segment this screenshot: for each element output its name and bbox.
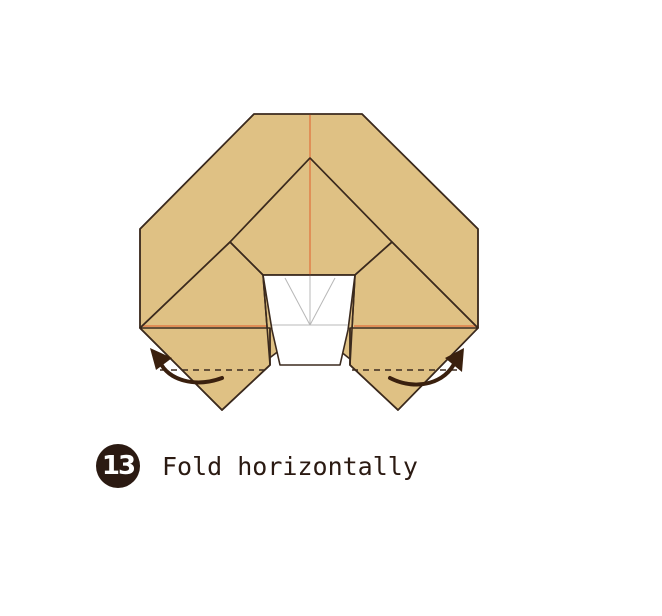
paper-opening bbox=[262, 274, 356, 366]
right-fold-arrow-icon bbox=[388, 360, 457, 387]
left-tip bbox=[139, 327, 271, 411]
left-fold-arrow-icon bbox=[158, 360, 224, 385]
step-caption: 13 Fold horizontally bbox=[96, 444, 418, 488]
left-arrowhead-icon bbox=[150, 348, 172, 370]
step-instruction: Fold horizontally bbox=[162, 451, 418, 481]
right-arrowhead-icon bbox=[445, 348, 464, 372]
outline-lines bbox=[139, 113, 479, 411]
opening-creases bbox=[272, 275, 348, 326]
step-number-badge: 13 bbox=[96, 444, 140, 488]
